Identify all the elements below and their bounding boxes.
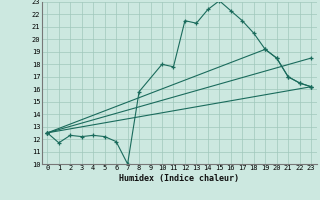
X-axis label: Humidex (Indice chaleur): Humidex (Indice chaleur) (119, 174, 239, 183)
